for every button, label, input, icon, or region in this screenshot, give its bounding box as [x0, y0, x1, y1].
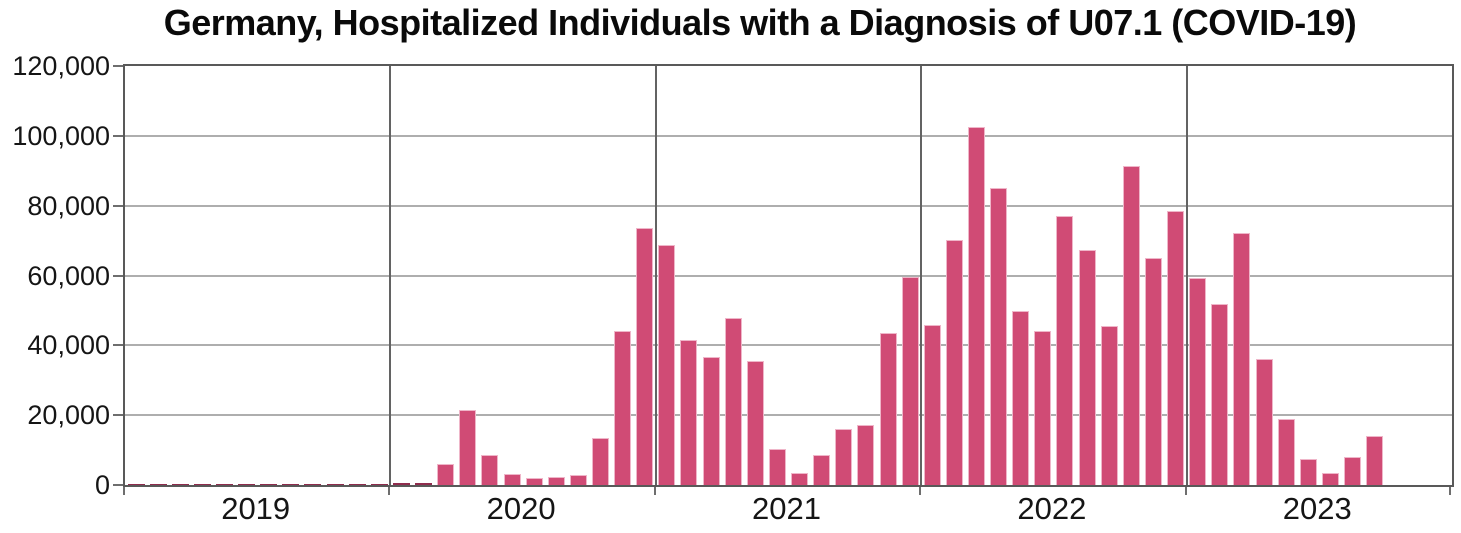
- bar: [923, 325, 941, 485]
- y-tick-label: 100,000: [12, 120, 110, 151]
- bar: [1122, 166, 1140, 485]
- bar: [990, 188, 1008, 485]
- bar: [614, 331, 632, 485]
- bar: [702, 357, 720, 485]
- bar: [1056, 216, 1074, 485]
- bar: [680, 340, 698, 485]
- x-tick-mark: [653, 487, 656, 495]
- bar: [171, 484, 189, 485]
- bar: [392, 483, 410, 485]
- chart-title: Germany, Hospitalized Individuals with a…: [163, 2, 1357, 43]
- bar: [1299, 459, 1317, 485]
- bar: [636, 228, 654, 485]
- y-tick-mark: [113, 274, 123, 277]
- bar: [1211, 304, 1229, 485]
- bar: [1144, 258, 1162, 485]
- bar: [1255, 359, 1273, 485]
- bar: [304, 484, 322, 485]
- x-tick-mark: [123, 487, 125, 495]
- bar: [1100, 326, 1118, 485]
- bar: [238, 484, 256, 485]
- bar: [857, 425, 875, 485]
- y-grid-line: [125, 134, 1452, 137]
- bar: [569, 475, 587, 485]
- bar: [437, 464, 455, 485]
- x-tick-mark: [388, 487, 391, 495]
- plot-area: [123, 64, 1454, 487]
- x-year-label: 2023: [1282, 491, 1352, 526]
- bar: [127, 484, 145, 485]
- bar: [1012, 311, 1030, 485]
- bar: [879, 333, 897, 485]
- bar: [658, 245, 676, 485]
- bar: [592, 438, 609, 485]
- bar: [260, 484, 278, 485]
- x-tick-mark: [1449, 487, 1451, 495]
- bar: [724, 318, 742, 485]
- y-tick-label: 0: [94, 470, 110, 500]
- bar: [370, 484, 388, 485]
- bar: [481, 455, 499, 485]
- year-grid-line: [1185, 66, 1188, 485]
- bar: [1321, 473, 1339, 485]
- y-grid-line: [125, 414, 1452, 417]
- y-tick-label: 20,000: [27, 400, 110, 431]
- y-tick-label: 120,000: [12, 51, 110, 81]
- bar: [901, 277, 919, 485]
- y-grid-line: [125, 344, 1452, 347]
- bar: [746, 361, 764, 485]
- x-tick-mark: [1184, 487, 1187, 495]
- bar: [282, 484, 300, 485]
- bar: [149, 484, 167, 485]
- x-year-label: 2020: [486, 491, 556, 526]
- y-grid-line: [125, 274, 1452, 277]
- bar: [503, 474, 521, 485]
- bar: [415, 483, 433, 485]
- bar: [791, 473, 809, 485]
- bar: [348, 484, 366, 485]
- bar: [1233, 233, 1251, 485]
- y-tick-mark: [113, 204, 123, 207]
- bar: [459, 410, 477, 485]
- bar: [216, 484, 234, 485]
- bar: [835, 429, 853, 485]
- year-grid-line: [920, 66, 923, 485]
- y-tick-mark: [113, 65, 123, 67]
- bar: [1343, 457, 1361, 485]
- x-year-label: 2019: [221, 491, 291, 526]
- y-tick-label: 40,000: [27, 330, 110, 361]
- bar: [1189, 278, 1207, 485]
- y-tick-mark: [113, 484, 123, 486]
- y-grid-line: [125, 204, 1452, 207]
- bar: [326, 484, 344, 485]
- year-grid-line: [654, 66, 657, 485]
- bar: [193, 484, 211, 485]
- y-tick-mark: [113, 414, 123, 417]
- bar: [768, 449, 786, 485]
- y-tick-mark: [113, 134, 123, 137]
- y-tick-label: 80,000: [27, 190, 110, 221]
- x-tick-mark: [919, 487, 922, 495]
- x-year-label: 2021: [752, 491, 821, 526]
- bar: [1167, 211, 1185, 485]
- bar: [547, 477, 565, 485]
- x-year-label: 2022: [1017, 491, 1087, 526]
- bar: [525, 478, 543, 485]
- bar: [1277, 419, 1295, 485]
- bar: [945, 240, 963, 485]
- bar: [1078, 250, 1096, 485]
- bar: [1366, 436, 1384, 485]
- bar: [1034, 331, 1052, 485]
- year-grid-line: [389, 66, 392, 485]
- y-tick-mark: [113, 344, 123, 347]
- bar: [967, 127, 985, 485]
- y-tick-label: 60,000: [27, 260, 110, 291]
- bar: [813, 455, 831, 485]
